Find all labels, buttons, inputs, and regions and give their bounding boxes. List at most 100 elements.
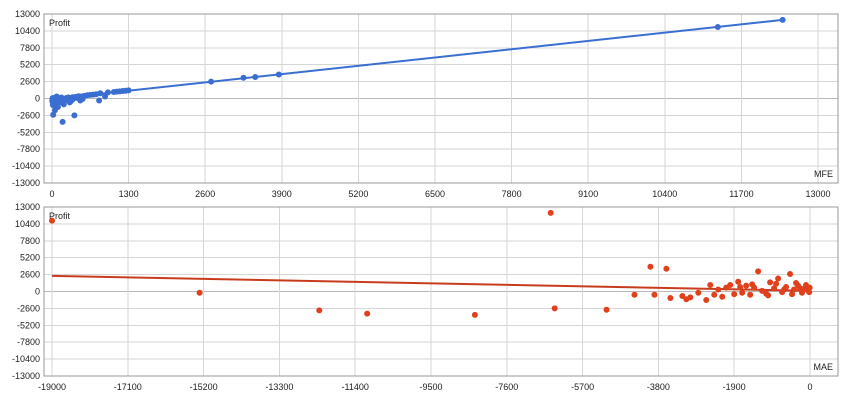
mfe-xtick-label: 11700 [729, 189, 753, 199]
mae-data-point [603, 306, 610, 313]
mfe-ytick-label: -5200 [17, 127, 40, 137]
mae-xlabel: MAE [813, 362, 833, 372]
mfe-data-point [79, 95, 86, 102]
mae-data-point [703, 296, 710, 303]
mfe-data-point [102, 93, 109, 100]
mae-data-point [791, 286, 798, 293]
mae-data-point [749, 281, 756, 288]
mfe-xtick-label: 9100 [578, 189, 598, 199]
mfe-data-point [104, 89, 111, 96]
mae-xtick-label: 0 [807, 382, 812, 392]
mae-data-point [364, 310, 371, 317]
mae-data-point [731, 291, 738, 298]
mae-data-point [765, 292, 772, 299]
mfe-data-point [252, 74, 259, 81]
mae-ytick-label: 0 [35, 287, 40, 297]
mae-xtick-label: -5700 [571, 382, 594, 392]
mae-ytick-label: 7800 [20, 236, 40, 246]
mae-data-point [707, 282, 714, 288]
mae-trendline [51, 274, 811, 292]
mae-data-point [781, 286, 788, 293]
mfe-ytick-label: -10400 [12, 161, 40, 171]
mfe-xtick-label: 6500 [425, 189, 445, 199]
mfe-trendline [51, 18, 783, 101]
mae-data-point [687, 294, 694, 301]
mae-ytick-label: -13000 [12, 371, 40, 381]
mae-data-point [727, 282, 734, 288]
mae-data-point [196, 289, 203, 296]
mfe-xtick-label: 7800 [502, 189, 522, 199]
mae-data-point [719, 293, 726, 300]
mae-data-point [715, 286, 722, 293]
mae-data-point [806, 284, 813, 291]
mfe-ytick-label: 13000 [15, 9, 40, 19]
mfe-xtick-label: 2600 [195, 189, 215, 199]
mae-ytick-label: -10400 [12, 354, 40, 364]
mae-data-point [667, 295, 674, 301]
mae-ytick-label: 5200 [20, 253, 40, 263]
mfe-data-point [51, 107, 58, 114]
mfe-ytick-label: 5200 [20, 60, 40, 70]
mae-xtick-label: -3800 [647, 382, 670, 392]
mfe-ytick-label: 2600 [20, 77, 40, 87]
mfe-xtick-label: 1300 [119, 189, 139, 199]
mae-data-point [775, 275, 782, 282]
mae-data-point [679, 293, 686, 300]
mae-ytick-label: -5200 [17, 320, 40, 330]
mfe-data-point [779, 16, 786, 23]
mae-data-point [771, 285, 778, 292]
mfe-ylabel: Profit [49, 18, 71, 28]
mae-data-point [789, 291, 796, 298]
mfe-ytick-label: 10400 [15, 26, 40, 36]
mae-xtick-label: -17100 [114, 382, 142, 392]
mae-data-point [797, 285, 804, 292]
mae-data-point [316, 307, 323, 314]
mfe-ytick-label: 7800 [20, 43, 40, 53]
mfe-plot-frame [43, 13, 839, 184]
mae-data-point [806, 289, 813, 296]
mae-data-point [647, 263, 654, 270]
mfe-ytick-label: -13000 [12, 178, 40, 188]
mfe-data-point [71, 112, 78, 119]
mae-data-point [755, 268, 762, 275]
mae-data-point [793, 280, 800, 287]
mae-ytick-label: 10400 [15, 219, 40, 229]
mfe-xtick-label: 0 [49, 189, 54, 199]
mae-data-point [737, 283, 744, 290]
mae-xtick-label: -15200 [190, 382, 218, 392]
mfe-xlabel: MFE [814, 169, 833, 179]
mae-data-point [631, 291, 638, 298]
mae-data-point [773, 280, 780, 287]
mfe-data-point [49, 97, 56, 104]
mae-data-point [747, 291, 754, 298]
mfe-xtick-label: 13000 [805, 189, 830, 199]
mae-data-point [743, 282, 750, 289]
mae-data-point [735, 278, 742, 285]
mfe-data-point [110, 89, 117, 95]
mfe-ytick-label: -2600 [17, 110, 40, 120]
mfe-data-point [96, 97, 103, 104]
mae-xtick-label: -11400 [342, 382, 369, 392]
mae-data-point [547, 209, 554, 216]
mae-xtick-label: -13300 [265, 382, 293, 392]
mfe-data-point [54, 96, 61, 103]
mae-data-point [551, 305, 558, 312]
mfe-data-point [240, 74, 247, 81]
mae-data-point [711, 291, 718, 298]
mae-data-point [471, 311, 478, 318]
mfe-ytick-label: -7800 [17, 144, 40, 154]
mfe-data-point [50, 111, 57, 118]
mae-xtick-label: -19000 [38, 382, 66, 392]
mfe-xtick-label: 5200 [348, 189, 368, 199]
mae-xtick-label: -1900 [723, 382, 746, 392]
mae-plot-frame [43, 206, 839, 377]
mae-ytick-label: 13000 [15, 202, 40, 212]
mae-data-point [695, 289, 702, 296]
mae-ytick-label: 2600 [20, 270, 40, 280]
mfe-data-point [64, 97, 71, 104]
mfe-data-point [714, 24, 721, 30]
mae-xtick-label: -7600 [495, 382, 518, 392]
mae-data-point [651, 291, 658, 298]
